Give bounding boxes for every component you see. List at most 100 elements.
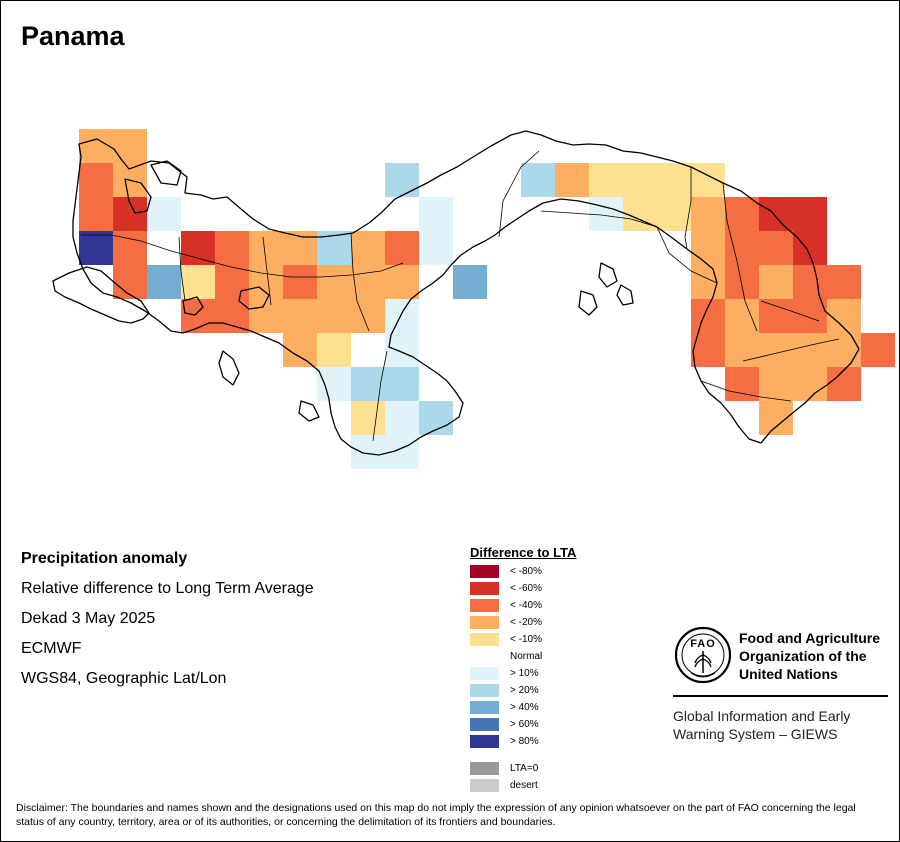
anomaly-cell (589, 163, 623, 197)
anomaly-cell (351, 299, 385, 333)
anomaly-cell (79, 231, 113, 265)
legend-label: Normal (510, 651, 543, 662)
anomaly-grid (79, 129, 895, 469)
anomaly-cell (759, 231, 793, 265)
legend-swatch (470, 701, 499, 714)
legend-swatch (470, 735, 499, 748)
legend-label: < -80% (510, 566, 542, 577)
anomaly-cell (657, 197, 691, 231)
legend-swatch (470, 718, 499, 731)
anomaly-cell (317, 265, 351, 299)
legend-item: > 40% (470, 700, 650, 717)
legend-item: > 20% (470, 683, 650, 700)
anomaly-cell (827, 367, 861, 401)
anomaly-cell (351, 265, 385, 299)
legend-extra-label: LTA=0 (510, 763, 539, 774)
anomaly-cell (691, 231, 725, 265)
legend-label: > 20% (510, 685, 539, 696)
map-title: Panama (21, 21, 125, 51)
legend-label: > 10% (510, 668, 539, 679)
anomaly-cell (385, 401, 419, 435)
anomaly-cell (147, 197, 181, 231)
anomaly-cell (725, 197, 759, 231)
anomaly-cell (759, 197, 793, 231)
legend-swatch (470, 616, 499, 629)
anomaly-cell (317, 367, 351, 401)
anomaly-cell (385, 163, 419, 197)
anomaly-cell (691, 197, 725, 231)
legend-extra-items: LTA=0 desert (470, 761, 650, 795)
anomaly-cell (351, 435, 385, 469)
anomaly-cell (555, 163, 589, 197)
info-line-projection: WGS84, Geographic Lat/Lon (21, 670, 227, 687)
anomaly-cell (283, 299, 317, 333)
legend-items: < -80% < -60% < -40% < -20% < -10% Normal > 10… (470, 564, 650, 751)
anomaly-cell (419, 197, 453, 231)
anomaly-cell (759, 401, 793, 435)
anomaly-cell (793, 197, 827, 231)
legend-item: > 60% (470, 717, 650, 734)
legend-item: < -40% (470, 598, 650, 615)
anomaly-cell (725, 333, 759, 367)
anomaly-cell (657, 163, 691, 197)
anomaly-cell (691, 265, 725, 299)
fao-divider (673, 695, 888, 697)
anomaly-cell (419, 231, 453, 265)
anomaly-cell (793, 299, 827, 333)
anomaly-cell (589, 197, 623, 231)
anomaly-cell (521, 163, 555, 197)
anomaly-cell (759, 333, 793, 367)
anomaly-cell (113, 129, 147, 163)
legend-swatch (470, 633, 499, 646)
anomaly-cell (385, 231, 419, 265)
legend-label: < -10% (510, 634, 542, 645)
disclaimer: Disclaimer: The boundaries and names sho… (16, 802, 856, 828)
coastline (52, 130, 860, 456)
anomaly-cell (691, 299, 725, 333)
anomaly-cell (759, 299, 793, 333)
map-info: Precipitation anomaly Relative differenc… (21, 549, 314, 699)
legend-label: > 80% (510, 736, 539, 747)
anomaly-cell (79, 129, 113, 163)
anomaly-cell (385, 265, 419, 299)
anomaly-cell (317, 299, 351, 333)
anomaly-cell (351, 367, 385, 401)
anomaly-cell (351, 401, 385, 435)
anomaly-cell (861, 333, 895, 367)
anomaly-cell (453, 265, 487, 299)
logo-letters: FAO (690, 638, 716, 650)
fao-name: Food and Agriculture Organization of the… (739, 630, 881, 682)
legend-swatch (470, 667, 499, 680)
anomaly-cell (793, 333, 827, 367)
anomaly-cell (759, 265, 793, 299)
legend-extra-swatch (470, 779, 499, 792)
anomaly-cell (181, 231, 215, 265)
legend-item: < -80% (470, 564, 650, 581)
legend-item: > 80% (470, 734, 650, 751)
legend-label: > 40% (510, 702, 539, 713)
legend-title: Difference to LTA (470, 545, 577, 560)
legend: Difference to LTA < -80% < -60% < -40% < -2… (470, 544, 650, 795)
legend-item: < -10% (470, 632, 650, 649)
info-line-period: Dekad 3 May 2025 (21, 610, 156, 627)
legend-extra-label: desert (510, 780, 538, 791)
anomaly-cell (691, 163, 725, 197)
legend-item: Normal (470, 649, 650, 666)
anomaly-cell (351, 231, 385, 265)
legend-item: > 10% (470, 666, 650, 683)
anomaly-cell (147, 265, 181, 299)
anomaly-cell (827, 333, 861, 367)
legend-extra-item: desert (470, 778, 650, 795)
anomaly-cell (725, 265, 759, 299)
info-heading: Precipitation anomaly (21, 550, 188, 567)
anomaly-cell (827, 265, 861, 299)
anomaly-cell (385, 367, 419, 401)
anomaly-cell (249, 265, 283, 299)
anomaly-cell (113, 265, 147, 299)
anomaly-cell (283, 265, 317, 299)
anomaly-cell (249, 299, 283, 333)
legend-swatch (470, 599, 499, 612)
info-line-variable: Relative difference to Long Term Average (21, 580, 314, 597)
anomaly-cell (79, 163, 113, 197)
